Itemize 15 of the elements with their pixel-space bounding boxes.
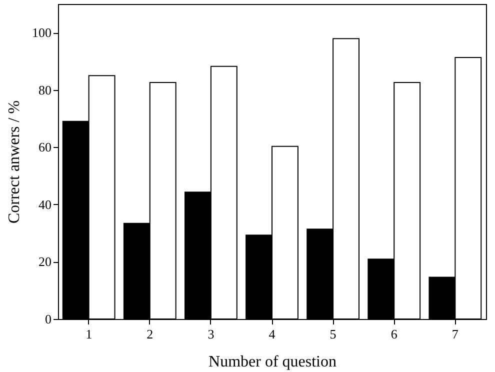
x-tick-label: 1 xyxy=(86,326,92,342)
y-tick-label: 40 xyxy=(38,196,52,212)
y-axis-title: Correct anwers / % xyxy=(6,100,23,224)
x-tick-label: 2 xyxy=(146,326,154,342)
y-tick-label: 100 xyxy=(32,25,52,40)
x-tick-label: 4 xyxy=(268,326,276,342)
x-tick-label: 7 xyxy=(452,326,459,342)
y-tick-label: 20 xyxy=(38,254,52,270)
x-tick-label: 5 xyxy=(330,326,336,342)
x-axis-title: Number of question xyxy=(208,354,336,370)
x-tick-label: 3 xyxy=(208,326,214,342)
y-tick-label: 60 xyxy=(38,140,52,155)
x-tick-label: 6 xyxy=(390,326,398,342)
y-tick-label: 80 xyxy=(38,82,52,98)
y-tick-label: 0 xyxy=(45,312,52,326)
